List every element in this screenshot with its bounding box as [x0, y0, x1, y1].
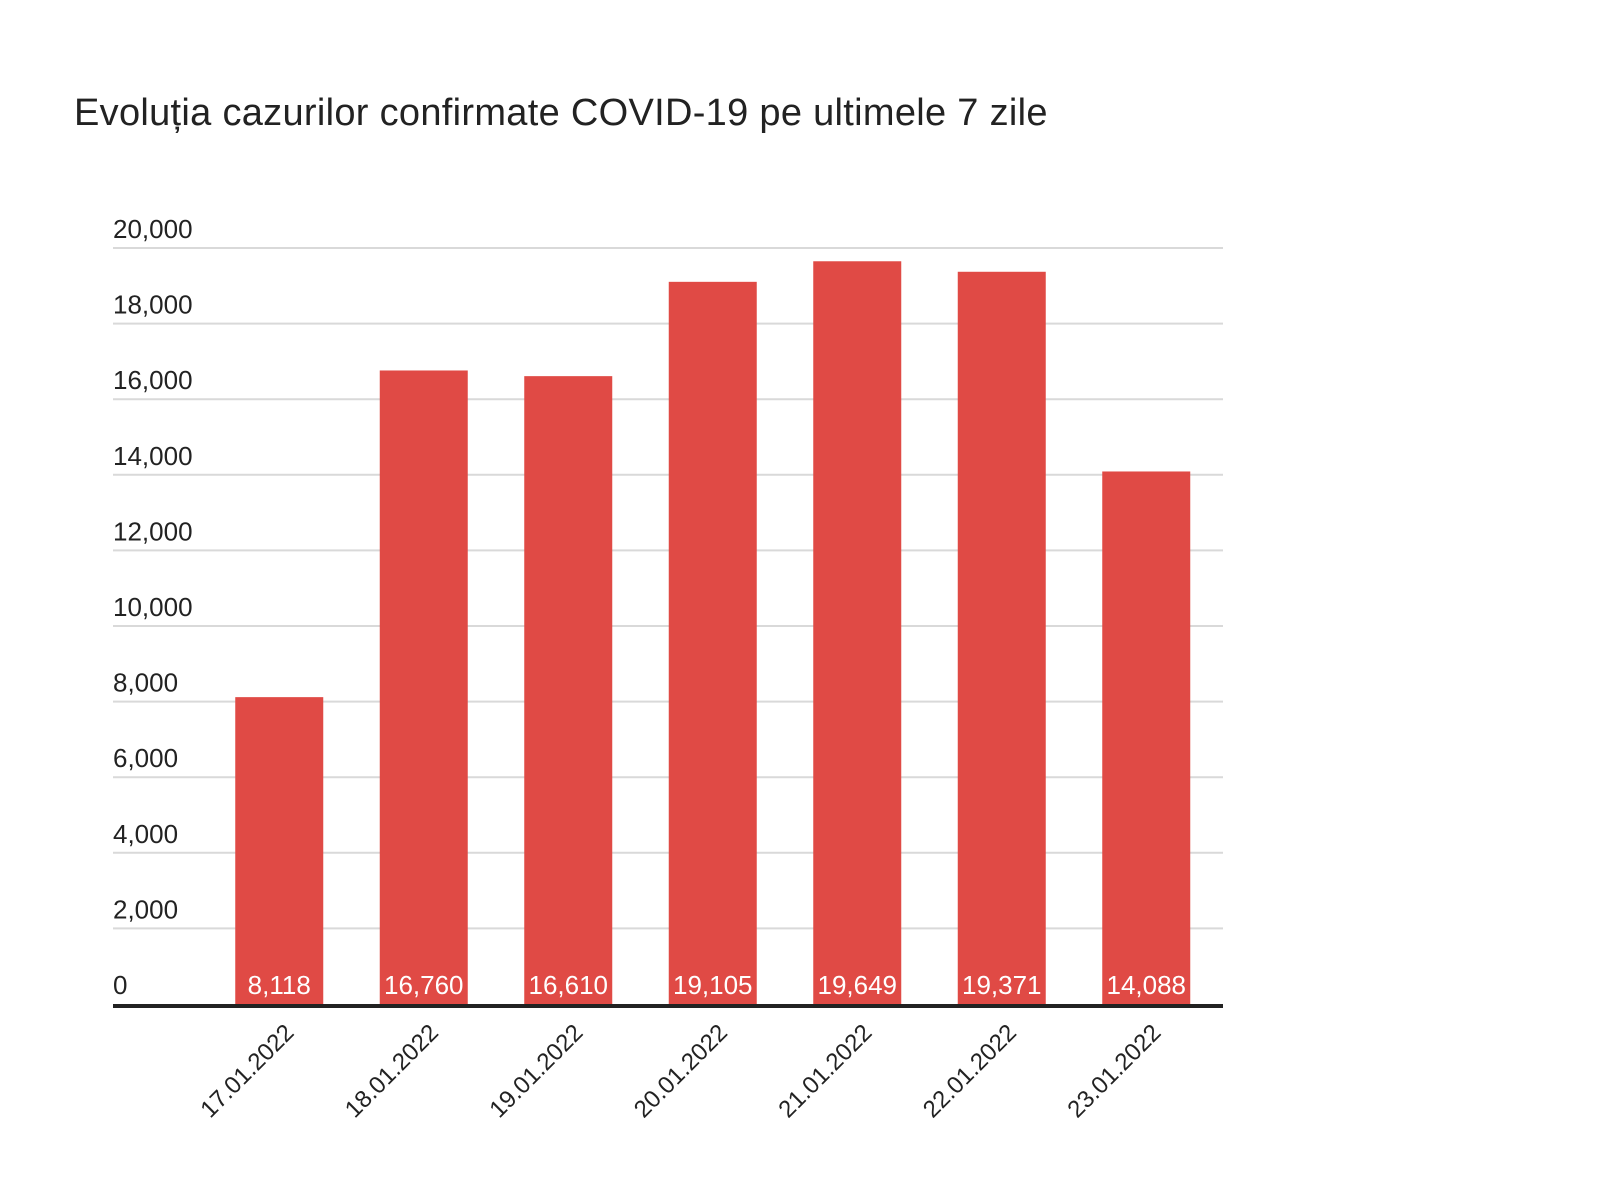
data-label: 19,105: [673, 970, 753, 1000]
data-label: 14,088: [1106, 970, 1186, 1000]
bar: [524, 376, 613, 1005]
y-tick-label: 6,000: [113, 743, 178, 773]
y-tick-label: 14,000: [113, 441, 193, 471]
y-tick-label: 12,000: [113, 516, 193, 546]
chart-title: Evoluția cazurilor confirmate COVID-19 p…: [74, 92, 1048, 134]
y-tick-label: 18,000: [113, 290, 193, 320]
x-axis-ticks: 17.01.2022 18.01.2022 19.01.2022 20.01.2022…: [195, 1019, 1166, 1123]
y-tick-label: 4,000: [113, 819, 178, 849]
y-tick-label: 8,000: [113, 668, 178, 698]
bar: [235, 697, 324, 1004]
bar: [668, 281, 757, 1004]
y-tick-label: 10,000: [113, 592, 193, 622]
y-axis-ticks: 0 2,000 4,000 6,000 8,000 10,000 12,000 14,000 1…: [113, 214, 193, 1000]
bar: [813, 261, 902, 1004]
x-tick-label: 23.01.2022: [1062, 1019, 1166, 1123]
x-tick-label: 17.01.2022: [195, 1019, 299, 1123]
x-tick-label: 18.01.2022: [340, 1019, 444, 1123]
y-tick-label: 0: [113, 970, 127, 1000]
y-tick-label: 20,000: [113, 214, 193, 244]
data-label: 16,760: [384, 970, 464, 1000]
x-tick-label: 21.01.2022: [773, 1019, 877, 1123]
x-tick-label: 20.01.2022: [629, 1019, 733, 1123]
data-label: 19,649: [817, 970, 897, 1000]
data-label: 16,610: [528, 970, 608, 1000]
x-tick-label: 19.01.2022: [484, 1019, 588, 1123]
y-tick-label: 16,000: [113, 365, 193, 395]
data-label: 19,371: [962, 970, 1042, 1000]
data-label: 8,118: [248, 970, 311, 1000]
y-tick-label: 2,000: [113, 894, 178, 924]
x-tick-label: 22.01.2022: [918, 1019, 1022, 1123]
bar: [957, 271, 1046, 1004]
bar: [379, 370, 468, 1004]
bar: [1102, 471, 1191, 1004]
data-labels: 8,118 16,760 16,610 19,105 19,649 19,371 14,08…: [248, 970, 1186, 1000]
bars: [235, 261, 1191, 1005]
